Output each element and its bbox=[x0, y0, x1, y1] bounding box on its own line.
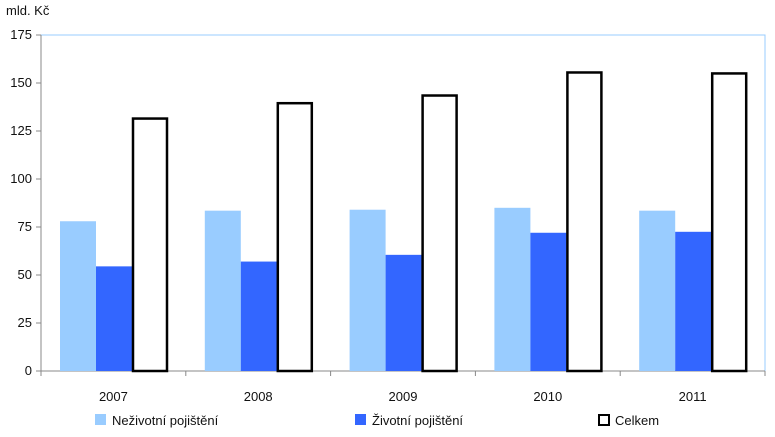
x-tick-label: 2008 bbox=[244, 389, 273, 404]
bars bbox=[60, 71, 748, 373]
bar-celkem-2011 bbox=[710, 72, 748, 373]
bar--ivotn-poji-t-n--2009 bbox=[385, 254, 422, 371]
legend-label-1: Životní pojištění bbox=[372, 413, 463, 428]
legend-swatch-0 bbox=[95, 414, 106, 425]
y-unit-label: mld. Kč bbox=[6, 3, 50, 18]
x-tick-label: 2007 bbox=[99, 389, 128, 404]
legend-swatch-2 bbox=[598, 414, 610, 426]
bar-ne-ivotn-poji-t-n--2009 bbox=[349, 209, 386, 371]
y-tick-label: 50 bbox=[18, 267, 32, 282]
y-tick-label: 25 bbox=[18, 315, 32, 330]
x-tick-label: 2009 bbox=[389, 389, 418, 404]
bar-celkem-2008 bbox=[276, 101, 314, 373]
bar-ne-ivotn-poji-t-n--2008 bbox=[204, 210, 241, 371]
y-tick-label: 125 bbox=[10, 123, 32, 138]
bar-celkem-2010 bbox=[566, 71, 603, 373]
bar--ivotn-poji-t-n--2010 bbox=[530, 232, 567, 371]
legend: Neživotní pojištění Životní pojištění Celk… bbox=[95, 413, 659, 428]
legend-label-2: Celkem bbox=[615, 413, 659, 428]
axes: 0 25 50 75 100 125 150 175 2007 2008 2009 2010 2011 bbox=[10, 27, 766, 404]
legend-label-0: Neživotní pojištění bbox=[112, 413, 219, 428]
y-tick-label: 0 bbox=[25, 363, 32, 378]
y-tick-label: 175 bbox=[10, 27, 32, 42]
bar-celkem-2007 bbox=[131, 117, 169, 373]
bar-celkem-2009 bbox=[421, 94, 458, 373]
legend-swatch-1 bbox=[355, 414, 366, 425]
y-tick-label: 75 bbox=[18, 219, 32, 234]
bar--ivotn-poji-t-n--2008 bbox=[240, 261, 277, 371]
bar-ne-ivotn-poji-t-n--2010 bbox=[494, 207, 531, 371]
x-tick-label: 2011 bbox=[679, 389, 707, 404]
bar-ne-ivotn-poji-t-n--2011 bbox=[639, 210, 676, 371]
x-tick-label: 2010 bbox=[533, 389, 562, 404]
bar--ivotn-poji-t-n--2007 bbox=[96, 266, 132, 371]
bar--ivotn-poji-t-n--2011 bbox=[675, 231, 712, 371]
y-tick-label: 100 bbox=[10, 171, 32, 186]
y-tick-label: 150 bbox=[10, 75, 32, 90]
bar-ne-ivotn-poji-t-n--2007 bbox=[60, 221, 96, 371]
